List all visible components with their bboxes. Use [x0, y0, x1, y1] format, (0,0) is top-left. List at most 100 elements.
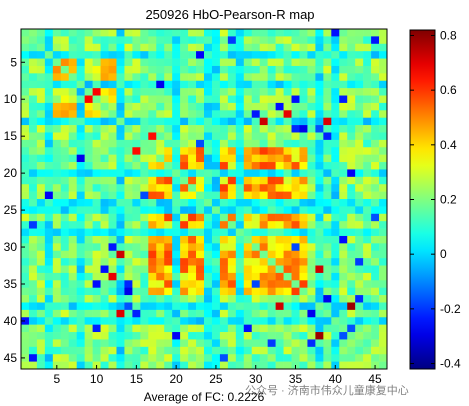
heatmap-cell: [92, 36, 101, 45]
heatmap-cell: [235, 287, 245, 296]
heatmap-cell: [100, 176, 109, 185]
heatmap-cell: [355, 191, 364, 200]
heatmap-cell: [259, 250, 268, 259]
heatmap-cell: [196, 235, 205, 244]
heatmap-cell: [28, 280, 38, 288]
heatmap-cell: [108, 110, 117, 118]
heatmap-cell: [108, 339, 117, 348]
heatmap-cell: [21, 213, 30, 222]
heatmap-cell: [124, 73, 133, 82]
heatmap-cell: [164, 213, 173, 222]
heatmap-cell: [339, 317, 348, 325]
heatmap-cell: [347, 73, 356, 82]
heatmap-cell: [60, 302, 70, 311]
heatmap-cell: [140, 162, 149, 170]
heatmap-cell: [251, 132, 260, 141]
heatmap-cell: [124, 36, 133, 45]
heatmap-cell: [347, 36, 356, 45]
heatmap-cell: [28, 309, 38, 318]
heatmap-cell: [164, 243, 173, 252]
heatmap-cell: [307, 43, 316, 52]
heatmap-cell: [188, 36, 197, 45]
heatmap-cell: [371, 95, 380, 104]
heatmap-cell: [299, 206, 308, 215]
heatmap-cell: [355, 332, 364, 340]
heatmap-cell: [339, 184, 348, 192]
heatmap-cell: [124, 228, 133, 237]
heatmap-cell: [347, 302, 356, 311]
heatmap-cell: [164, 73, 173, 82]
heatmap-cell: [275, 235, 284, 244]
heatmap-cell: [148, 250, 157, 259]
heatmap-cell: [44, 250, 54, 259]
heatmap-cell: [28, 80, 38, 89]
heatmap-cell: [28, 250, 38, 259]
heatmap-cell: [21, 176, 30, 185]
heatmap-cell: [100, 258, 109, 266]
heatmap-cell: [267, 125, 276, 133]
heatmap-cell: [204, 139, 213, 148]
heatmap-cell: [283, 265, 292, 274]
heatmap-cell: [36, 221, 46, 229]
heatmap-cell: [52, 339, 62, 348]
heatmap-cell: [267, 346, 276, 355]
heatmap-cell: [331, 29, 340, 37]
heatmap-cell: [259, 95, 268, 104]
heatmap-cell: [323, 132, 332, 141]
heatmap-cell: [108, 265, 117, 274]
heatmap-cell: [156, 95, 165, 104]
heatmap-cell: [347, 88, 356, 96]
heatmap-cell: [188, 139, 197, 148]
heatmap-cell: [68, 243, 77, 252]
heatmap-cell: [180, 88, 189, 96]
heatmap-cell: [28, 332, 38, 340]
heatmap-cell: [108, 206, 117, 215]
heatmap-cell: [100, 43, 109, 52]
heatmap-cell: [140, 65, 149, 74]
heatmap-cell: [331, 162, 340, 170]
heatmap-cell: [124, 154, 133, 163]
heatmap-cell: [227, 51, 237, 59]
heatmap-cell: [235, 169, 245, 178]
heatmap-cell: [291, 169, 300, 178]
heatmap-cell: [124, 302, 133, 311]
heatmap-cell: [172, 58, 181, 67]
heatmap-cell: [227, 88, 237, 96]
heatmap-cell: [211, 65, 221, 74]
heatmap-cell: [68, 80, 77, 89]
heatmap-cell: [76, 280, 85, 288]
heatmap-cell: [339, 65, 348, 74]
heatmap-cell: [363, 154, 372, 163]
colorbar-ticks: -0.4-0.200.20.40.60.8: [410, 28, 461, 371]
x-tick-label: 25: [209, 372, 223, 386]
heatmap-cell: [188, 213, 197, 222]
heatmap-cell: [227, 243, 237, 252]
heatmap-cell: [148, 221, 157, 229]
heatmap-cell: [275, 191, 284, 200]
heatmap-cell: [76, 339, 85, 348]
heatmap-cell: [148, 317, 157, 325]
heatmap-cell: [100, 95, 109, 104]
heatmap-cell: [76, 250, 85, 259]
heatmap-cell: [363, 346, 372, 355]
heatmap-cell: [21, 361, 30, 370]
heatmap-cell: [307, 184, 316, 192]
heatmap-cell: [347, 65, 356, 74]
heatmap-cell: [52, 191, 62, 200]
heatmap-cell: [235, 206, 245, 215]
heatmap-cell: [68, 272, 77, 281]
heatmap-cell: [299, 250, 308, 259]
heatmap-cell: [132, 280, 141, 288]
heatmap-cell: [291, 265, 300, 274]
heatmap-cell: [371, 80, 380, 89]
heatmap-cell: [283, 95, 292, 104]
heatmap-cell: [124, 110, 133, 118]
heatmap-cell: [227, 235, 237, 244]
heatmap-cell: [307, 324, 316, 333]
heatmap-cell: [148, 147, 157, 155]
heatmap-cell: [100, 117, 109, 126]
heatmap-cell: [140, 36, 149, 45]
heatmap-cell: [156, 29, 165, 37]
heatmap-cell: [283, 228, 292, 237]
heatmap-cell: [267, 147, 276, 155]
